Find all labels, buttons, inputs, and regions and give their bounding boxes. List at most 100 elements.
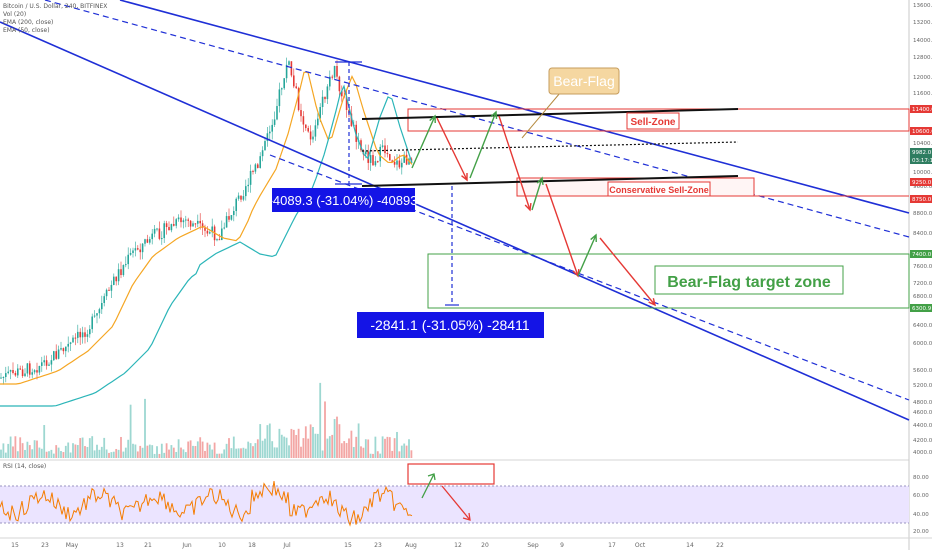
candle-body	[204, 227, 206, 231]
volume-bar	[165, 443, 168, 458]
price-tick-label: 10400.0	[913, 141, 932, 147]
volume-bar	[230, 448, 233, 458]
price-tick-label: 6000.0	[913, 341, 932, 347]
volume-bar	[4, 452, 7, 458]
volume-bar	[343, 441, 346, 458]
candle-body	[69, 342, 72, 344]
volume-bar	[408, 439, 410, 458]
study-vol: Vol (20)	[3, 11, 27, 18]
candle-body	[307, 128, 309, 132]
candle-body	[60, 348, 62, 350]
volume-bar	[38, 447, 41, 458]
price-tick-label: 12800.0	[913, 55, 932, 61]
candle-body	[365, 151, 367, 155]
candle-body	[223, 227, 225, 229]
candle-body	[331, 76, 333, 78]
price-tick-label: 10000.0	[913, 170, 932, 176]
volume-bar	[242, 447, 245, 458]
candle-body	[173, 224, 175, 226]
volume-bar	[216, 453, 218, 458]
candle-body	[86, 334, 89, 337]
volume-bar	[326, 438, 329, 458]
volume-bar	[81, 437, 84, 458]
candle-body	[269, 131, 271, 134]
candle-body	[132, 250, 134, 254]
volume-bar	[134, 444, 137, 458]
volume-bar	[220, 453, 223, 458]
arrow-down-1-shaft	[436, 117, 468, 181]
study-ema50: EMA (50, close)	[3, 27, 50, 34]
price-tick-label: 8400.0	[913, 231, 932, 237]
volume-bar	[36, 440, 38, 458]
candle-body	[48, 364, 50, 366]
channel-lower-line	[0, 21, 910, 421]
study-rsi: RSI (14, close)	[3, 463, 47, 470]
candle-body	[336, 65, 338, 77]
price-label-text: 9982.0	[912, 150, 932, 156]
time-tick-label: 9	[560, 542, 564, 549]
candle-body	[295, 86, 297, 89]
candle-body	[50, 360, 53, 365]
time-tick-label: 23	[41, 542, 49, 549]
candle-body	[199, 220, 201, 224]
volume-bar	[333, 419, 336, 458]
candle-body	[228, 216, 230, 220]
price-scale[interactable]: 13600.0 14000.0 13200.0 12800.0 12000.0 11600…	[910, 3, 932, 456]
time-tick-label: Oct	[635, 542, 646, 549]
volume-bar	[12, 446, 14, 458]
volume-bar	[115, 448, 118, 458]
candle-body	[141, 243, 144, 253]
candle-body	[372, 155, 374, 166]
ema-lines	[0, 71, 413, 407]
volume-bar	[124, 447, 127, 458]
flag-top-line	[361, 108, 739, 120]
candle-body	[216, 239, 218, 241]
time-tick-label: 15	[344, 542, 352, 549]
candle-body	[98, 309, 101, 314]
candle-body	[273, 119, 276, 125]
time-tick-label: Jun	[181, 542, 192, 549]
candle-body	[158, 228, 161, 239]
price-label-badge	[910, 195, 932, 203]
volume-bar	[156, 446, 158, 458]
candle-body	[261, 150, 264, 157]
arrow-up-1-head	[429, 114, 436, 124]
candle-body	[350, 113, 353, 127]
volume-bar	[168, 449, 170, 458]
volume-bar	[170, 445, 173, 458]
volume-bar	[146, 445, 149, 458]
price-tick-label: 4800.0	[913, 400, 932, 406]
volume-bar	[391, 450, 394, 458]
rsi-tick-label: 60.00	[913, 493, 929, 499]
bear-flag-label: Bear-Flag	[553, 73, 614, 89]
candle-body	[192, 223, 194, 227]
candle-body	[127, 254, 129, 265]
candle-body	[247, 184, 249, 187]
volume-bar	[40, 448, 43, 458]
price-label-badge	[910, 304, 932, 312]
volume-bar	[321, 450, 324, 458]
volume-bar	[352, 447, 355, 458]
candle-body	[43, 360, 45, 363]
candle-body	[197, 220, 199, 224]
volume-bar	[295, 434, 298, 458]
candle-body	[79, 331, 81, 338]
volume-bar	[180, 447, 182, 458]
volume-bar	[105, 449, 108, 458]
candle-body	[324, 96, 326, 100]
candle-body	[386, 153, 389, 155]
volume-bar	[201, 441, 204, 458]
time-axis[interactable]: 15 23 May 13 21 Jun 10 18 Jul 15 23 Aug 12 20 Sep 9 17 Oc…	[11, 542, 724, 549]
arrow-up-2-head	[490, 110, 498, 120]
study-ema200: EMA (200, close)	[3, 19, 54, 26]
candle-body	[7, 371, 9, 374]
rsi-path	[0, 481, 413, 527]
candle-body	[266, 133, 269, 142]
arrow-up-3-shaft	[531, 177, 543, 211]
measure-tool-1	[335, 61, 362, 185]
candle-body	[405, 154, 408, 165]
arrow-down-4-head	[648, 298, 657, 307]
price-tick-label: 12000.0	[913, 75, 932, 81]
volume-bar	[362, 447, 365, 458]
